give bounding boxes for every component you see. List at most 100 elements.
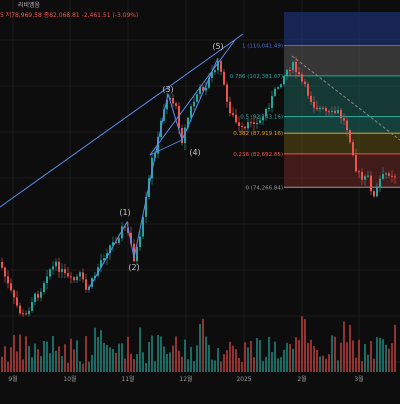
volume-bar: [289, 344, 291, 372]
candle-body: [106, 253, 108, 259]
candle-body: [67, 273, 69, 277]
volume-bar: [379, 337, 381, 372]
dashed-trend-line[interactable]: [291, 55, 400, 141]
volume-bar: [130, 353, 132, 372]
wave-channel-upper[interactable]: [149, 39, 236, 156]
volume-bar: [139, 327, 141, 372]
x-axis: 9월 10월 11월 12월 2025 2월 3월: [0, 372, 400, 400]
candle-body: [388, 173, 390, 176]
candle-body: [217, 61, 219, 71]
volume-bar: [337, 360, 339, 372]
candle-body: [328, 111, 330, 113]
candle-body: [115, 242, 117, 244]
volume-bar: [169, 352, 171, 372]
candle-body: [49, 269, 51, 277]
candle-body: [166, 99, 168, 110]
candle-body: [22, 313, 24, 315]
candle-body: [307, 84, 309, 96]
volume-bar: [28, 345, 30, 372]
candle-body: [184, 127, 186, 144]
candle-body: [379, 178, 381, 188]
candle-body: [10, 283, 12, 291]
volume-bar: [346, 342, 348, 372]
volume-bar: [286, 342, 288, 372]
volume-bar: [196, 345, 198, 372]
volume-bar: [82, 363, 84, 372]
candle-body: [391, 175, 393, 177]
volume-bar: [199, 323, 201, 372]
candle-body: [208, 77, 210, 88]
volume-bar: [229, 341, 231, 372]
trend-lines[interactable]: [0, 33, 400, 208]
candle-body: [187, 117, 189, 128]
candle-body: [334, 110, 336, 114]
volume-bar: [1, 356, 3, 372]
candle-body: [205, 87, 207, 91]
fib-level-label: 0 (74,266.84): [245, 185, 283, 191]
volume-bar: [52, 335, 54, 372]
candle-body: [118, 238, 120, 244]
wave-channel-lower[interactable]: [149, 139, 183, 156]
volume-bar: [13, 334, 15, 372]
wave-labels: (1) (2) (3) (4) (5): [119, 42, 223, 272]
volume-bar: [133, 359, 135, 372]
volume-bar: [103, 342, 105, 372]
candle-body: [190, 106, 192, 118]
volume-bar: [10, 347, 12, 372]
volume-bar: [340, 342, 342, 372]
candle-body: [121, 226, 123, 239]
candle-body: [322, 107, 324, 109]
volume-bar: [172, 345, 174, 372]
candle-body: [352, 142, 354, 156]
candle-body: [223, 71, 225, 85]
candle-body: [97, 267, 99, 276]
elliott-wave-path[interactable]: [87, 57, 219, 291]
x-tick-label: 2월: [297, 375, 306, 383]
candle-body: [100, 260, 102, 268]
fib-level-label: 1 (110,041.49): [242, 44, 283, 50]
candle-body: [73, 277, 75, 281]
candle-body: [355, 155, 357, 172]
volume-bar: [16, 351, 18, 372]
volume-bar: [64, 344, 66, 372]
volume-bar: [322, 355, 324, 372]
volume-bar: [226, 350, 228, 372]
volume-bar: [316, 349, 318, 372]
candle-body: [145, 197, 147, 217]
elliott-wave[interactable]: [87, 39, 236, 291]
candle-body: [364, 176, 366, 180]
candle-body: [367, 175, 369, 177]
volume-bar: [232, 345, 234, 372]
candle-body: [103, 258, 105, 261]
candle-body: [178, 105, 180, 128]
candle-body: [244, 126, 246, 129]
volume-bar: [304, 319, 306, 372]
volume-bar: [178, 350, 180, 372]
candle-body: [325, 107, 327, 112]
volume-bar: [277, 358, 279, 372]
candle-body: [238, 122, 240, 126]
candle-body: [298, 71, 300, 75]
channel-line[interactable]: [0, 33, 244, 208]
fibonacci-retracement[interactable]: 1 (110,041.49) 0.786 (102,381.07) 0.5 (92,…: [230, 12, 400, 191]
volume-bar: [352, 340, 354, 372]
volume-bar: [37, 349, 39, 372]
volume-bar: [145, 363, 147, 372]
candle-body: [214, 70, 216, 73]
volume-bar: [22, 359, 24, 372]
volume-bar: [376, 337, 378, 372]
candle-body: [130, 232, 132, 244]
candle-body: [310, 95, 312, 102]
volume-bar: [292, 348, 294, 372]
volume-bar: [349, 324, 351, 372]
volume-bar: [205, 336, 207, 372]
fib-zone: [284, 45, 400, 76]
fib-level-label: 0.236 (82,692.85): [233, 152, 283, 158]
candle-body: [16, 297, 18, 306]
fib-level-label: 0.786 (102,381.07): [230, 74, 283, 80]
volume-bar: [298, 340, 300, 372]
volume-bar: [70, 338, 72, 372]
candle-body: [175, 103, 177, 106]
